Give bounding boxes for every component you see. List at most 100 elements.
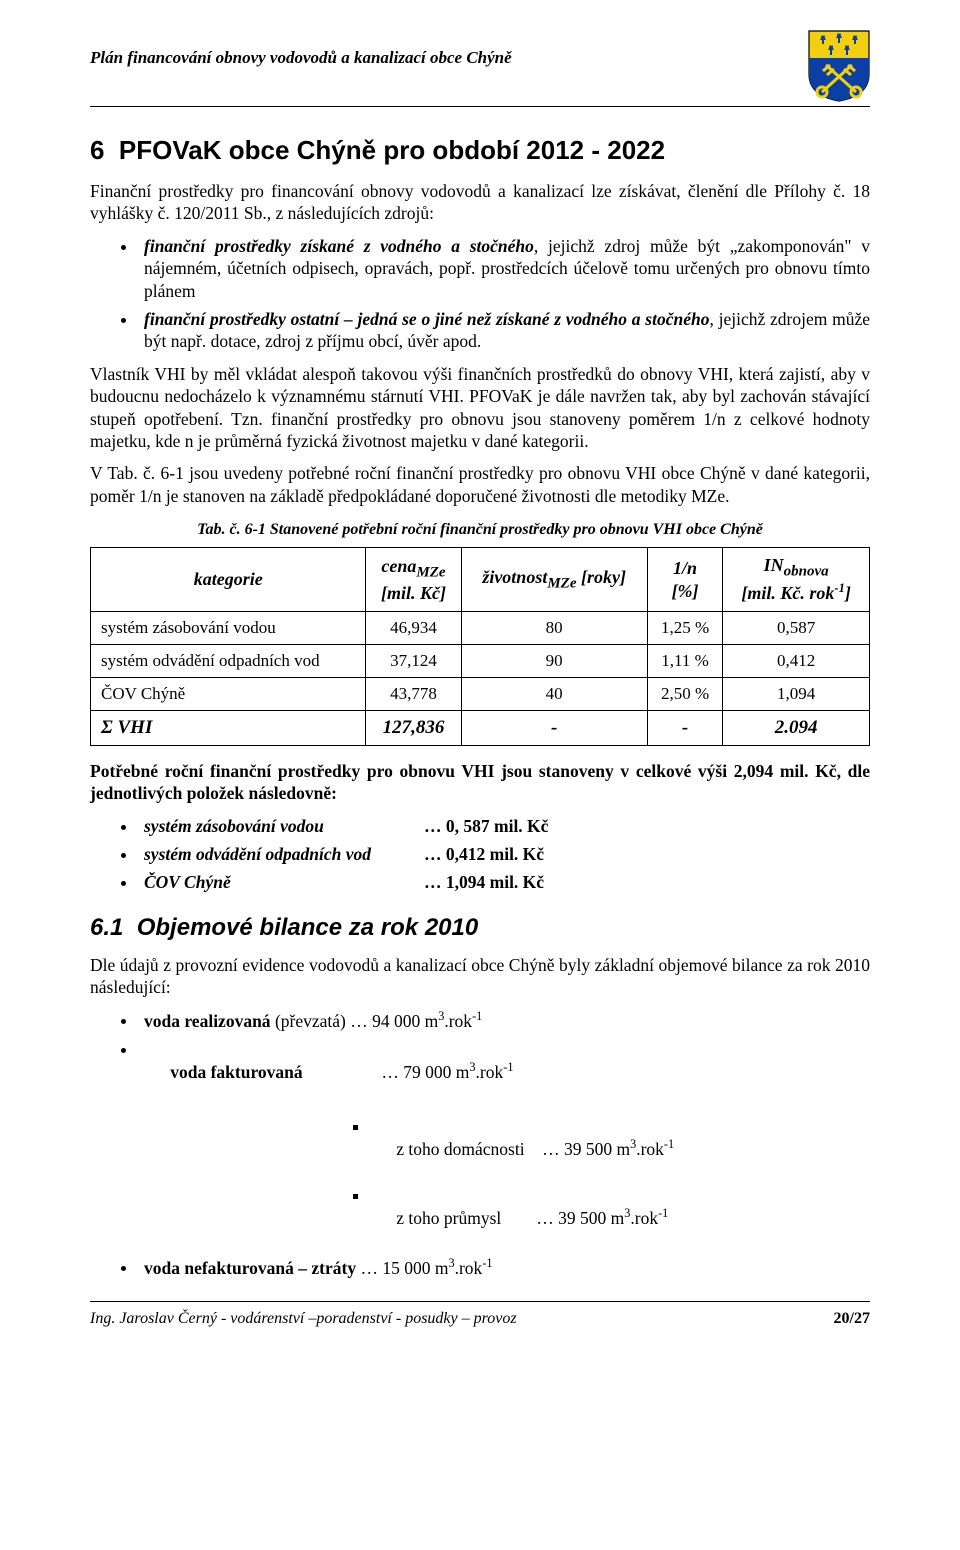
cell-cena: 127,836 (366, 710, 461, 745)
col-1n: 1/n [%] (647, 548, 723, 612)
balance-mid: .rok (476, 1062, 504, 1082)
page-footer: Ing. Jaroslav Černý - vodárenství –porad… (90, 1301, 870, 1328)
balance-dots: … (346, 1010, 372, 1030)
list-item: finanční prostředky ostatní – jedná se o… (138, 308, 870, 353)
summary-paragraph: Potřebné roční finanční prostředky pro o… (90, 760, 870, 805)
table-row: systém zásobování vodou 46,934 80 1,25 %… (91, 611, 870, 644)
municipality-emblem-icon (808, 30, 870, 102)
subsection-title-text: Objemové bilance za rok 2010 (137, 914, 479, 941)
table-header-row: kategorie cenaMZe [mil. Kč] životnostMZe… (91, 548, 870, 612)
page-header: Plán financování obnovy vodovodů a kanal… (90, 30, 870, 107)
th-unit-end: ] (845, 583, 851, 603)
header-title: Plán financování obnovy vodovodů a kanal… (90, 30, 512, 68)
table-row: systém odvádění odpadních vod 37,124 90 … (91, 644, 870, 677)
list-item: voda fakturovaná … 79 000 m3.rok-1 (138, 1038, 870, 1106)
cell-pct: 1,25 % (647, 611, 723, 644)
cell-cat: systém zásobování vodou (91, 611, 366, 644)
summary-list: systém zásobování vodou … 0, 587 mil. Kč… (90, 815, 870, 894)
subsection-number: 6.1 (90, 914, 123, 941)
balance-sublist: z toho domácnosti … 39 500 m3.rok-1 z to… (90, 1116, 870, 1250)
th-sub: obnova (784, 564, 829, 580)
cell-ziv: 40 (461, 677, 647, 710)
balance-list-2: voda nefakturovaná – ztráty … 15 000 m3.… (90, 1256, 870, 1279)
balance-exp2: -1 (472, 1009, 482, 1023)
th-text: cena (381, 556, 416, 576)
source-bold: finanční prostředky ostatní – jedná se o… (144, 309, 709, 329)
sub-dots: … (501, 1208, 558, 1228)
col-cena: cenaMZe [mil. Kč] (366, 548, 461, 612)
balance-label: voda realizovaná (144, 1010, 271, 1030)
list-item: systém odvádění odpadních vod … 0,412 mi… (138, 843, 870, 865)
balance-dots: … (303, 1062, 404, 1082)
cell-cena: 37,124 (366, 644, 461, 677)
balance-mid: .rok (444, 1010, 472, 1030)
list-item: z toho průmysl … 39 500 m3.rok-1 (370, 1185, 870, 1250)
paragraph: Vlastník VHI by měl vkládat alespoň tako… (90, 363, 870, 453)
cell-cat: systém odvádění odpadních vod (91, 644, 366, 677)
balance-val: 15 000 m (382, 1257, 448, 1277)
th-unit: [%] (672, 581, 699, 601)
source-bold: finanční prostředky získané z vodného a … (144, 236, 534, 256)
sub-val: 39 500 m (564, 1139, 630, 1159)
th-sub: MZe (547, 575, 576, 591)
balance-exp2: -1 (503, 1060, 513, 1074)
th-text: 1/n (673, 558, 697, 578)
page: Plán financování obnovy vodovodů a kanal… (0, 0, 960, 1358)
summary-value: … 0, 587 mil. Kč (424, 815, 548, 837)
cell-in: 0,412 (723, 644, 870, 677)
th-unit: [roky] (577, 567, 626, 587)
cell-pct: 2,50 % (647, 677, 723, 710)
subsection-intro: Dle údajů z provozní evidence vodovodů a… (90, 954, 870, 999)
balance-val: 79 000 m (403, 1062, 469, 1082)
th-sub: MZe (416, 564, 445, 580)
cell-pct: 1,11 % (647, 644, 723, 677)
summary-label: systém odvádění odpadních vod (144, 843, 414, 865)
col-zivotnost: životnostMZe [roky] (461, 548, 647, 612)
subsection-heading: 6.1 Objemové bilance za rok 2010 (90, 914, 870, 942)
paragraph: V Tab. č. 6-1 jsou uvedeny potřebné ročn… (90, 462, 870, 507)
table-sum-row: Σ VHI 127,836 - - 2.094 (91, 710, 870, 745)
balance-paren: (převzatá) (271, 1010, 346, 1030)
balance-mid: .rok (455, 1257, 483, 1277)
th-text: kategorie (194, 569, 263, 589)
cell-pct: - (647, 710, 723, 745)
cell-ziv: 90 (461, 644, 647, 677)
section-number: 6 (90, 135, 104, 165)
th-text: IN (764, 555, 784, 575)
cell-cena: 46,934 (366, 611, 461, 644)
balance-exp2: -1 (482, 1256, 492, 1270)
cell-ziv: 80 (461, 611, 647, 644)
list-item: ČOV Chýně … 1,094 mil. Kč (138, 871, 870, 893)
sub-exp2: -1 (664, 1137, 674, 1151)
cell-cat: ČOV Chýně (91, 677, 366, 710)
sub-exp2: -1 (658, 1206, 668, 1220)
col-in: INobnova [mil. Kč. rok-1] (723, 548, 870, 612)
cell-in: 2.094 (723, 710, 870, 745)
balance-val: 94 000 m (372, 1010, 438, 1030)
balance-label: voda fakturovaná (170, 1062, 302, 1082)
section-title-text: PFOVaK obce Chýně pro období 2012 - 2022 (119, 135, 665, 165)
th-text: životnost (482, 567, 547, 587)
sources-list: finanční prostředky získané z vodného a … (90, 235, 870, 353)
cell-ziv: - (461, 710, 647, 745)
cell-cena: 43,778 (366, 677, 461, 710)
footer-page-number: 20/27 (834, 1310, 870, 1328)
th-sup: -1 (834, 581, 845, 595)
section-heading: 6 PFOVaK obce Chýně pro období 2012 - 20… (90, 135, 870, 166)
summary-value: … 0,412 mil. Kč (424, 843, 544, 865)
table-row: ČOV Chýně 43,778 40 2,50 % 1,094 (91, 677, 870, 710)
list-item: z toho domácnosti … 39 500 m3.rok-1 (370, 1116, 870, 1181)
col-kategorie: kategorie (91, 548, 366, 612)
balance-label: voda nefakturovaná – ztráty (144, 1257, 356, 1277)
cell-in: 0,587 (723, 611, 870, 644)
th-unit: [mil. Kč. rok (741, 583, 834, 603)
summary-value: … 1,094 mil. Kč (424, 871, 544, 893)
sub-val: 39 500 m (558, 1208, 624, 1228)
list-item: systém zásobování vodou … 0, 587 mil. Kč (138, 815, 870, 837)
intro-paragraph: Finanční prostředky pro financování obno… (90, 180, 870, 225)
balance-list: voda realizovaná (převzatá) … 94 000 m3.… (90, 1009, 870, 1106)
th-unit: [mil. Kč] (381, 583, 446, 603)
sub-dots: … (525, 1139, 564, 1159)
table-caption: Tab. č. 6-1 Stanovené potřební roční fin… (90, 521, 870, 539)
list-item: voda nefakturovaná – ztráty … 15 000 m3.… (138, 1256, 870, 1279)
